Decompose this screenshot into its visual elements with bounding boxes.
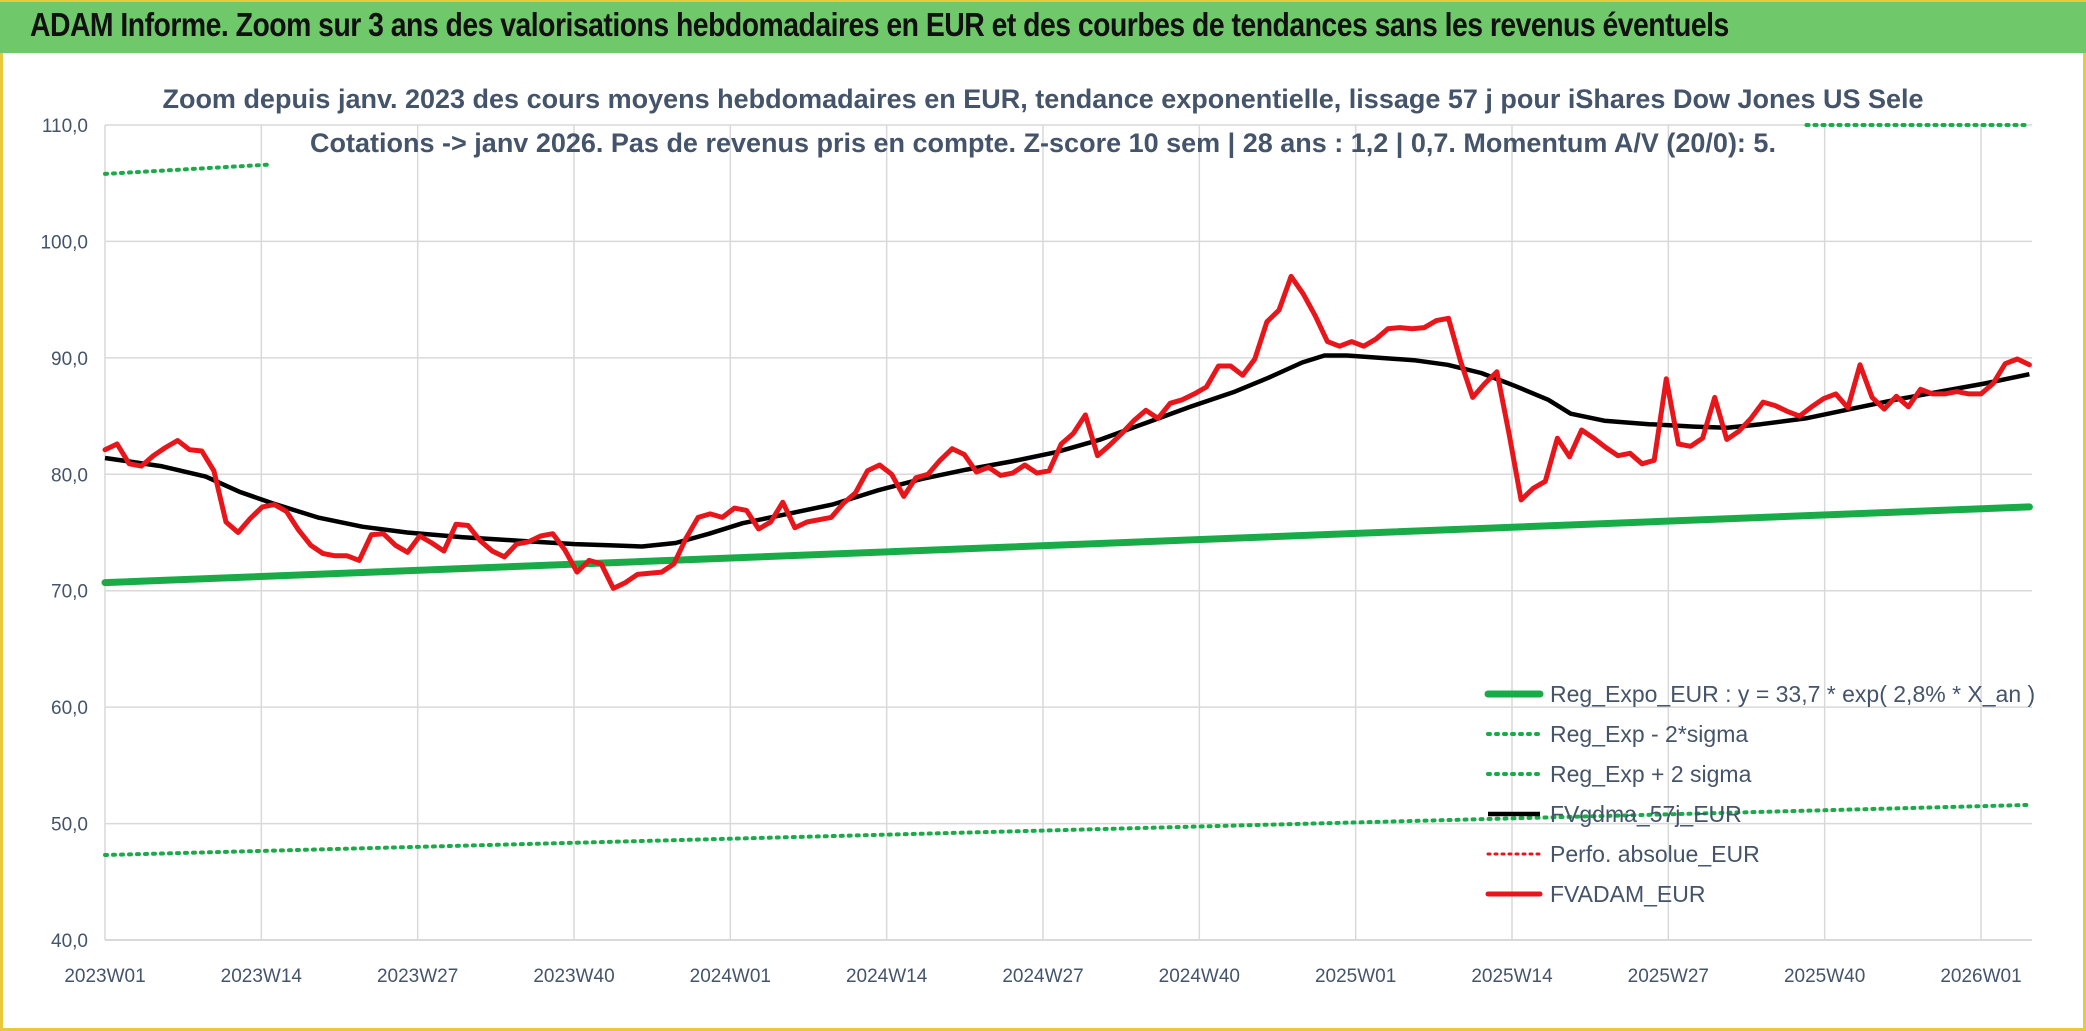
- series-fvgdma-57j-eur: [104, 353, 2030, 549]
- y-tick-label: 110,0: [42, 116, 88, 137]
- legend-item: FVgdma_57j_EUR: [1488, 801, 1742, 827]
- legend-label: Perfo. absolue_EUR: [1550, 841, 1760, 867]
- series-reg-exp-2-sigma: [103, 802, 2032, 857]
- legend-label: Reg_Exp - 2*sigma: [1550, 721, 1748, 747]
- x-tick-label: 2026W01: [1940, 966, 2021, 987]
- x-tick-label: 2025W01: [1315, 966, 1396, 987]
- x-tick-label: 2023W27: [377, 966, 458, 987]
- series-fvadam-eur: [102, 273, 2032, 591]
- y-tick-label: 80,0: [51, 465, 88, 486]
- y-tick-label: 90,0: [51, 349, 88, 370]
- legend: Reg_Expo_EUR : y = 33,7 * exp( 2,8% * X_…: [1484, 681, 2035, 907]
- y-tick-label: 60,0: [51, 698, 88, 719]
- y-axis-ticks: 40,0 50,0 60,0 70,0 80,0 90,0 100,0 110,0: [40, 116, 88, 952]
- y-tick-label: 100,0: [40, 232, 88, 253]
- chart-title-line-2: Cotations -> janv 2026. Pas de revenus p…: [310, 128, 1776, 158]
- x-tick-label: 2023W14: [221, 966, 303, 987]
- page-title: ADAM Informe. Zoom sur 3 ans des valoris…: [30, 6, 1729, 43]
- x-tick-label: 2025W40: [1784, 966, 1865, 987]
- series: [101, 123, 2033, 857]
- x-axis-ticks: 2023W01 2023W14 2023W27 2023W40 2024W01 2024W…: [64, 966, 2021, 987]
- legend-label: FVADAM_EUR: [1550, 881, 1706, 907]
- header-bar: ADAM Informe. Zoom sur 3 ans des valoris…: [0, 0, 2086, 53]
- x-tick-label: 2025W27: [1628, 966, 1709, 987]
- x-tick-label: 2024W14: [846, 966, 928, 987]
- y-tick-label: 40,0: [51, 931, 88, 952]
- y-tick-label: 70,0: [51, 582, 88, 603]
- legend-item: FVADAM_EUR: [1485, 881, 1706, 907]
- legend-item: Reg_Expo_EUR : y = 33,7 * exp( 2,8% * X_…: [1484, 681, 2035, 707]
- y-tick-label: 50,0: [51, 815, 88, 836]
- legend-item: Reg_Exp + 2 sigma: [1486, 761, 1752, 787]
- chart-title-line-1: Zoom depuis janv. 2023 des cours moyens …: [162, 84, 1924, 114]
- x-tick-label: 2023W01: [64, 966, 145, 987]
- x-tick-label: 2023W40: [533, 966, 614, 987]
- series-reg-expo-eur: [101, 503, 2033, 587]
- x-tick-label: 2024W27: [1002, 966, 1083, 987]
- legend-item: Perfo. absolue_EUR: [1486, 841, 1760, 867]
- x-tick-label: 2024W40: [1159, 966, 1240, 987]
- series-reg-exp-2-sigma: [103, 162, 272, 176]
- legend-label: FVgdma_57j_EUR: [1550, 801, 1742, 827]
- legend-label: Reg_Exp + 2 sigma: [1550, 761, 1752, 787]
- grid: [104, 124, 2032, 941]
- x-tick-label: 2025W14: [1471, 966, 1553, 987]
- legend-label: Reg_Expo_EUR : y = 33,7 * exp( 2,8% * X_…: [1550, 681, 2035, 707]
- x-tick-label: 2024W01: [690, 966, 771, 987]
- legend-item: Reg_Exp - 2*sigma: [1486, 721, 1748, 747]
